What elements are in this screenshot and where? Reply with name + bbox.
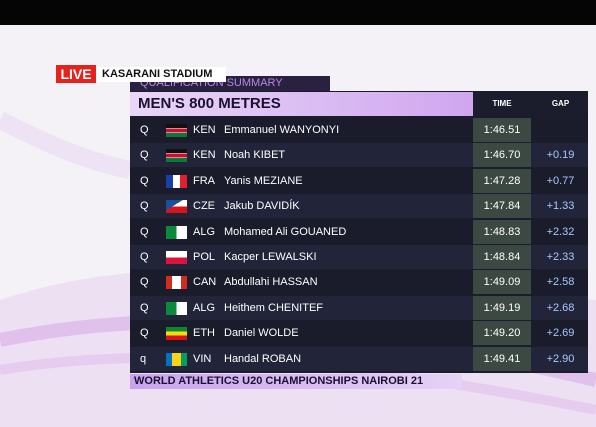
result-row: Q CAN Abdullahi HASSAN 1:49.09 +2.58 [130, 270, 588, 295]
flag [166, 149, 187, 163]
result-row: Q ETH Daniel WOLDE 1:49.20 +2.69 [130, 321, 588, 346]
result-row: Q POL Kacper LEWALSKI 1:48.84 +2.33 [130, 245, 588, 269]
country-code: ALG [193, 301, 216, 314]
gap: +0.77 [546, 174, 575, 187]
qualifier: Q [140, 225, 149, 238]
athlete-name: Daniel WOLDE [224, 327, 299, 340]
qualifier: Q [140, 174, 149, 187]
time: 1:49.41 [473, 346, 531, 371]
flag [166, 200, 187, 214]
time: 1:46.51 [473, 118, 531, 142]
gap: +2.90 [546, 352, 575, 365]
gap: +0.19 [546, 149, 575, 162]
result-row: Q KEN Noah KIBET 1:46.70 +0.19 [130, 143, 588, 168]
country-code: FRA [193, 174, 215, 187]
footer: WORLD ATHLETICS U20 CHAMPIONSHIPS NAIROB… [130, 374, 462, 389]
athlete-name: Noah KIBET [224, 149, 286, 162]
athlete-name: Yanis MEZIANE [224, 174, 303, 187]
country-code: CAN [193, 276, 217, 289]
result-row: Q KEN Emmanuel WANYONYI 1:46.51 [130, 118, 588, 142]
top-band [0, 0, 596, 25]
gap: +1.33 [546, 200, 575, 213]
flag [166, 276, 187, 290]
time: 1:47.84 [473, 194, 531, 219]
qualifier: Q [140, 251, 149, 263]
result-row: Q CZE Jakub DAVIDÍK 1:47.84 +1.33 [130, 194, 588, 219]
gap: +2.68 [546, 301, 575, 314]
gap: +2.32 [546, 225, 575, 238]
country-code: POL [193, 251, 216, 263]
athlete-name: Jakub DAVIDÍK [224, 200, 300, 213]
time: 1:48.83 [473, 219, 531, 244]
result-row: Q FRA Yanis MEZIANE 1:47.28 +0.77 [130, 168, 588, 193]
result-row: Q ALG Heithem CHENITEF 1:49.19 +2.68 [130, 295, 588, 320]
venue: KASARANI STADIUM [96, 67, 226, 82]
time: 1:49.20 [473, 321, 531, 346]
time: 1:47.28 [473, 168, 531, 193]
country-code: KEN [193, 124, 216, 136]
country-code: KEN [193, 149, 216, 162]
time: 1:49.09 [473, 270, 531, 295]
result-row: q VIN Handal ROBAN 1:49.41 +2.90 [130, 346, 588, 371]
flag [166, 124, 187, 137]
gap: +2.33 [546, 251, 575, 263]
qualifier: Q [140, 124, 149, 136]
qualifier: Q [140, 327, 149, 340]
athlete-name: Heithem CHENITEF [224, 301, 324, 314]
flag [166, 251, 187, 264]
result-row: Q ALG Mohamed Ali GOUANED 1:48.83 +2.32 [130, 219, 588, 244]
flag [166, 225, 187, 239]
country-code: ALG [193, 225, 216, 238]
athlete-name: Abdullahi HASSAN [224, 276, 318, 289]
athlete-name: Handal ROBAN [224, 352, 302, 365]
event-title: MEN'S 800 METRES [130, 92, 473, 116]
time: 1:48.84 [473, 245, 531, 269]
qualifier: q [140, 352, 147, 365]
gap: +2.58 [546, 276, 575, 289]
qualifier: Q [140, 276, 149, 289]
athlete-name: Kacper LEWALSKI [224, 251, 317, 263]
time: 1:49.19 [473, 295, 531, 320]
gap-header: GAP [551, 99, 570, 108]
flag [166, 327, 187, 341]
flag [166, 352, 187, 366]
time-header: TIME [492, 99, 512, 108]
athlete-name: Emmanuel WANYONYI [224, 124, 340, 136]
country-code: CZE [193, 200, 215, 213]
gap: +2.69 [546, 327, 575, 340]
qualifier: Q [140, 301, 149, 314]
qualifier: Q [140, 200, 149, 213]
live-badge: LIVE [56, 65, 96, 83]
athlete-name: Mohamed Ali GOUANED [224, 225, 347, 238]
time: 1:46.70 [473, 143, 531, 168]
flag [166, 301, 187, 315]
country-code: ETH [193, 327, 215, 340]
qualifier: Q [140, 149, 149, 162]
flag [166, 174, 187, 188]
country-code: VIN [193, 352, 212, 365]
